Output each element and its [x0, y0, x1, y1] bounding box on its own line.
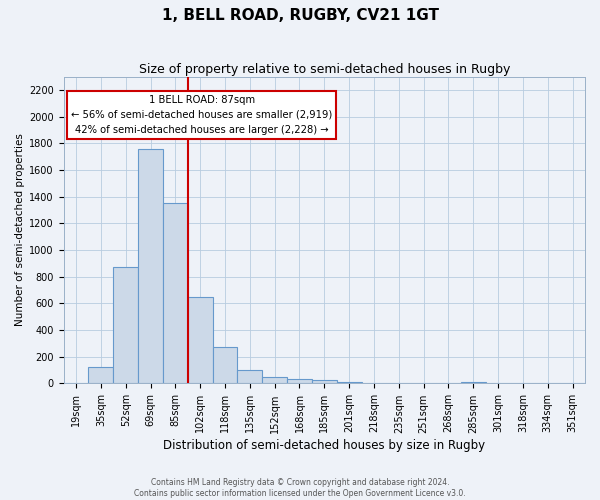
Bar [88, 368, 113, 384]
Bar [188, 298, 212, 384]
Bar [262, 377, 287, 384]
Bar [113, 268, 138, 384]
Y-axis label: Number of semi-detached properties: Number of semi-detached properties [15, 134, 25, 326]
Text: Contains HM Land Registry data © Crown copyright and database right 2024.
Contai: Contains HM Land Registry data © Crown c… [134, 478, 466, 498]
Bar [163, 204, 188, 384]
Bar [312, 380, 337, 384]
Text: 1, BELL ROAD, RUGBY, CV21 1GT: 1, BELL ROAD, RUGBY, CV21 1GT [161, 8, 439, 22]
X-axis label: Distribution of semi-detached houses by size in Rugby: Distribution of semi-detached houses by … [163, 440, 485, 452]
Bar [212, 348, 238, 384]
Bar [337, 382, 362, 384]
Text: 1 BELL ROAD: 87sqm
← 56% of semi-detached houses are smaller (2,919)
42% of semi: 1 BELL ROAD: 87sqm ← 56% of semi-detache… [71, 95, 332, 134]
Bar [138, 148, 163, 384]
Bar [238, 370, 262, 384]
Bar [287, 379, 312, 384]
Bar [461, 382, 485, 384]
Title: Size of property relative to semi-detached houses in Rugby: Size of property relative to semi-detach… [139, 62, 510, 76]
